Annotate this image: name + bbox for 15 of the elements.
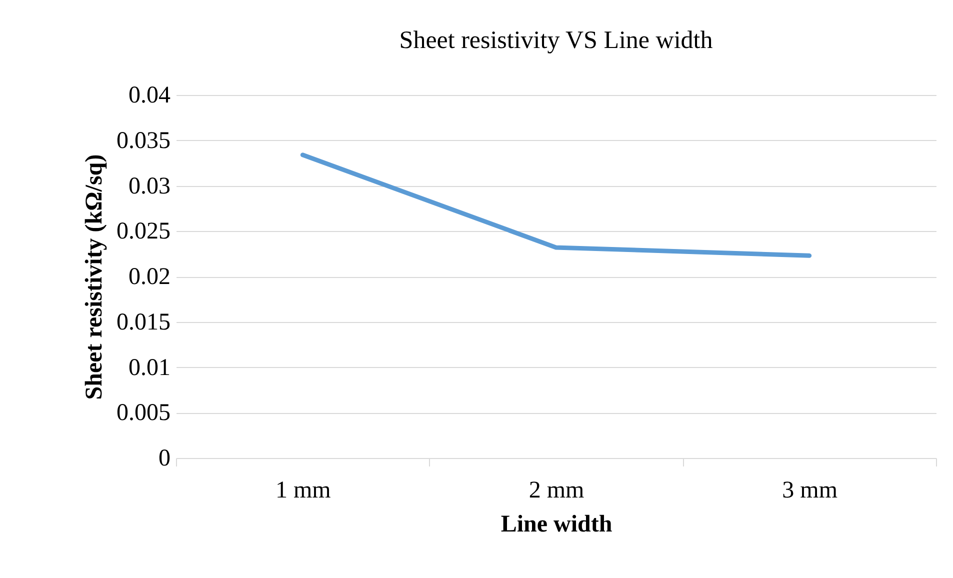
y-tick-label: 0.02 — [128, 264, 170, 290]
x-tick-label: 3 mm — [782, 478, 838, 504]
y-tick-label: 0.03 — [128, 173, 170, 200]
x-tick-label: 2 mm — [528, 478, 584, 504]
y-tick-label: 0.04 — [128, 82, 170, 108]
y-tick-label: 0.025 — [116, 218, 170, 245]
y-axis-title: Sheet resistivity (kΩ/sq) — [82, 154, 108, 400]
x-tick-label: 1 mm — [275, 478, 332, 504]
y-tick-label: 0 — [158, 446, 170, 472]
y-tick-label: 0.01 — [128, 354, 170, 381]
y-tick-label: 0.035 — [116, 128, 170, 154]
y-tick-label: 0.005 — [116, 400, 170, 426]
x-axis-title: Line width — [500, 512, 612, 538]
y-tick-label: 0.015 — [116, 309, 170, 336]
chart-title: Sheet resistivity VS Line width — [399, 27, 714, 54]
